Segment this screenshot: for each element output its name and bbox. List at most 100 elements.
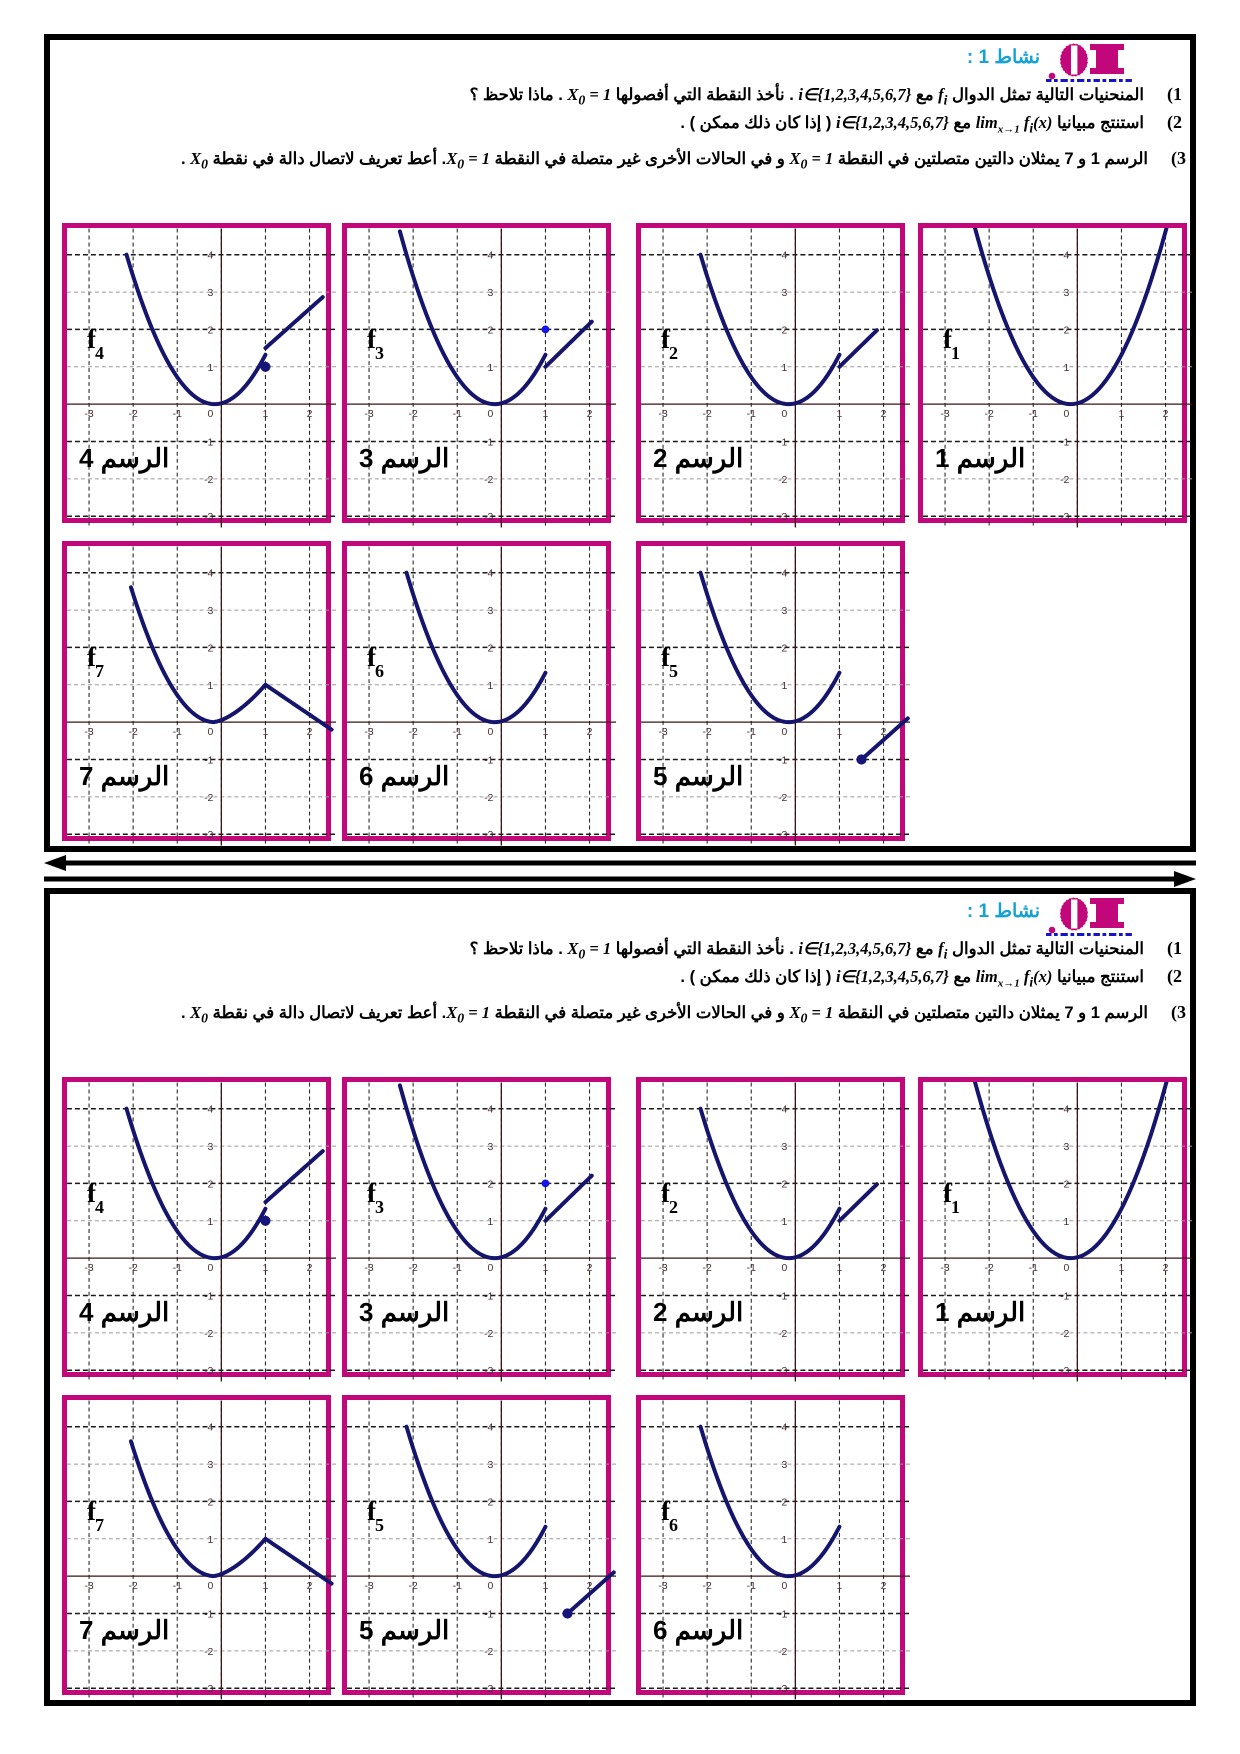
svg-text:1: 1	[1064, 363, 1070, 374]
svg-text:3: 3	[488, 1142, 494, 1153]
svg-text:-2: -2	[128, 727, 137, 738]
svg-text:-2: -2	[128, 409, 137, 420]
svg-text:2: 2	[208, 1179, 214, 1190]
svg-text:4: 4	[1064, 251, 1070, 262]
svg-text:0: 0	[488, 1581, 494, 1592]
svg-text:2: 2	[307, 409, 313, 420]
svg-text:-3: -3	[940, 409, 949, 420]
svg-text:1: 1	[543, 727, 549, 738]
svg-text:3: 3	[782, 606, 788, 617]
svg-text:-1: -1	[204, 1609, 213, 1620]
svg-text:2: 2	[587, 727, 593, 738]
svg-text:4: 4	[488, 1423, 494, 1434]
svg-text:-3: -3	[364, 727, 373, 738]
svg-text:1: 1	[208, 1217, 214, 1228]
svg-text:-3: -3	[778, 1366, 787, 1377]
svg-text:4: 4	[208, 569, 214, 580]
svg-text:-2: -2	[204, 1329, 213, 1340]
svg-text:2: 2	[488, 643, 494, 654]
svg-text:0: 0	[208, 1263, 214, 1274]
svg-text:-2: -2	[702, 727, 711, 738]
svg-text:2: 2	[488, 1497, 494, 1508]
svg-text:1: 1	[263, 1263, 269, 1274]
svg-text:1: 1	[208, 363, 214, 374]
svg-text:2: 2	[208, 325, 214, 336]
svg-text:-3: -3	[658, 409, 667, 420]
svg-text:1: 1	[782, 1217, 788, 1228]
svg-text:-3: -3	[204, 830, 213, 841]
svg-text:-3: -3	[658, 727, 667, 738]
svg-text:3: 3	[782, 1460, 788, 1471]
svg-text:-2: -2	[408, 727, 417, 738]
svg-text:-3: -3	[778, 830, 787, 841]
svg-text:-3: -3	[364, 1581, 373, 1592]
svg-text:0: 0	[208, 409, 214, 420]
svg-text:3: 3	[208, 1142, 214, 1153]
svg-text:-2: -2	[128, 1263, 137, 1274]
svg-text:-1: -1	[173, 727, 182, 738]
svg-text:1: 1	[782, 681, 788, 692]
svg-text:-1: -1	[173, 1581, 182, 1592]
svg-text:-1: -1	[778, 755, 787, 766]
svg-text:2: 2	[782, 325, 788, 336]
svg-text:0: 0	[208, 727, 214, 738]
svg-text:4: 4	[208, 1105, 214, 1116]
svg-text:-2: -2	[702, 1581, 711, 1592]
svg-text:2: 2	[1163, 1263, 1169, 1274]
svg-text:3: 3	[488, 288, 494, 299]
svg-text:3: 3	[782, 1142, 788, 1153]
svg-text:1: 1	[1064, 1217, 1070, 1228]
svg-text:-2: -2	[484, 1329, 493, 1340]
svg-text:-3: -3	[658, 1263, 667, 1274]
svg-text:1: 1	[782, 363, 788, 374]
svg-text:-3: -3	[778, 512, 787, 523]
svg-text:-2: -2	[702, 1263, 711, 1274]
svg-text:4: 4	[782, 1105, 788, 1116]
svg-text:4: 4	[488, 1105, 494, 1116]
svg-text:1: 1	[543, 409, 549, 420]
svg-text:-3: -3	[364, 409, 373, 420]
svg-text:3: 3	[1064, 1142, 1070, 1153]
svg-text:2: 2	[587, 1263, 593, 1274]
svg-text:-2: -2	[484, 793, 493, 804]
svg-text:-1: -1	[204, 1291, 213, 1302]
svg-text:-2: -2	[1060, 475, 1069, 486]
svg-text:-1: -1	[453, 727, 462, 738]
svg-text:1: 1	[208, 1535, 214, 1546]
svg-text:1: 1	[263, 409, 269, 420]
svg-text:-1: -1	[778, 1291, 787, 1302]
svg-text:0: 0	[782, 1263, 788, 1274]
svg-text:1: 1	[488, 681, 494, 692]
svg-text:4: 4	[488, 569, 494, 580]
svg-text:4: 4	[782, 1423, 788, 1434]
svg-text:4: 4	[1064, 1105, 1070, 1116]
svg-text:-2: -2	[778, 1647, 787, 1658]
svg-text:-3: -3	[484, 1684, 493, 1695]
svg-text:-1: -1	[173, 409, 182, 420]
svg-text:3: 3	[782, 288, 788, 299]
svg-text:-2: -2	[984, 1263, 993, 1274]
svg-text:2: 2	[307, 1263, 313, 1274]
svg-text:2: 2	[782, 1497, 788, 1508]
svg-text:2: 2	[488, 325, 494, 336]
svg-text:-2: -2	[484, 475, 493, 486]
svg-text:-3: -3	[1060, 512, 1069, 523]
svg-text:-1: -1	[453, 1263, 462, 1274]
svg-text:-3: -3	[484, 830, 493, 841]
svg-text:0: 0	[208, 1581, 214, 1592]
svg-text:-2: -2	[408, 1263, 417, 1274]
svg-text:-2: -2	[702, 409, 711, 420]
svg-text:1: 1	[1119, 409, 1125, 420]
svg-text:1: 1	[782, 1535, 788, 1546]
svg-text:0: 0	[782, 727, 788, 738]
svg-text:-1: -1	[204, 437, 213, 448]
svg-text:2: 2	[1163, 409, 1169, 420]
svg-text:4: 4	[782, 251, 788, 262]
svg-text:2: 2	[782, 643, 788, 654]
svg-text:2: 2	[1064, 1179, 1070, 1190]
svg-text:-1: -1	[484, 1609, 493, 1620]
svg-text:1: 1	[837, 727, 843, 738]
svg-text:0: 0	[1064, 1263, 1070, 1274]
svg-text:-3: -3	[84, 727, 93, 738]
svg-text:2: 2	[208, 1497, 214, 1508]
